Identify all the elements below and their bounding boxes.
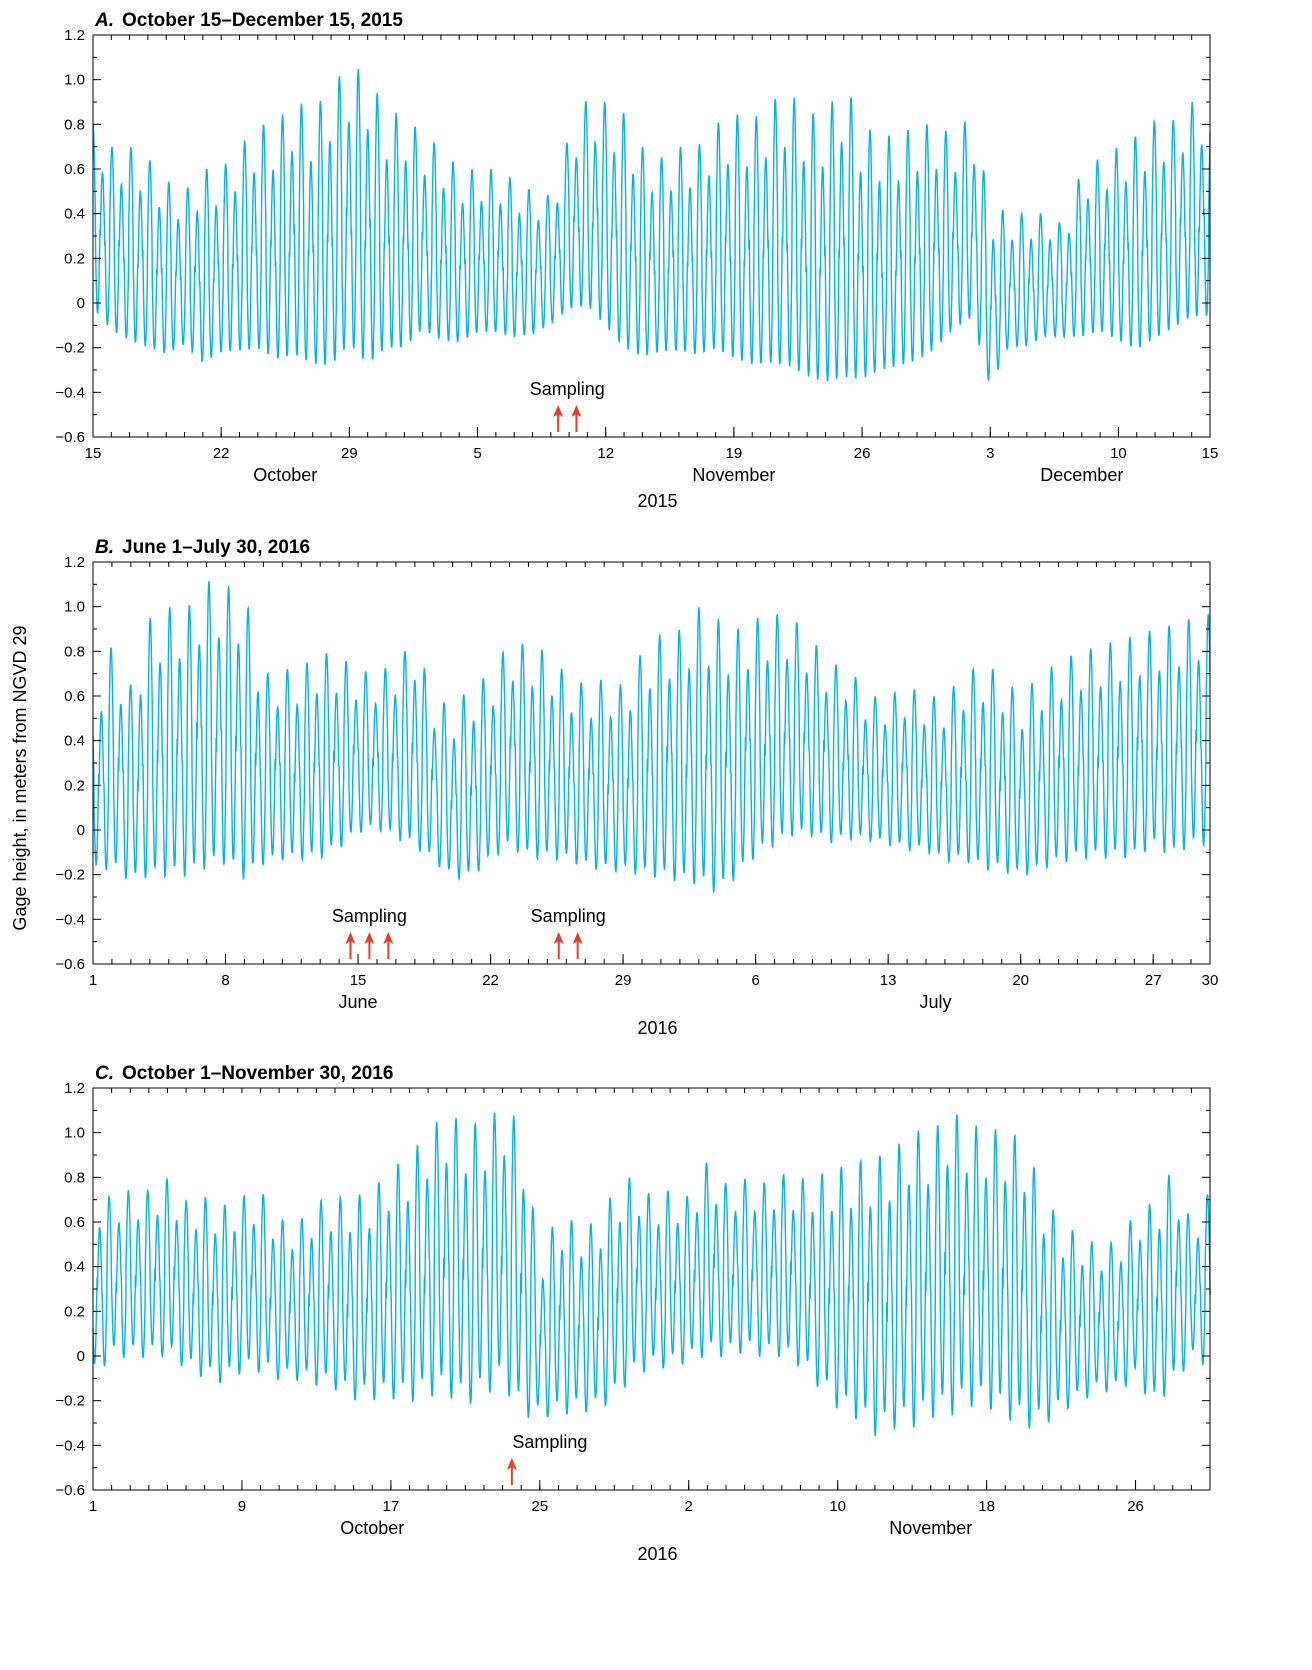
- year-label: 2016: [637, 1544, 677, 1564]
- x-tick-label: 5: [473, 445, 481, 462]
- x-tick-label: 17: [383, 1498, 400, 1515]
- y-tick-label: −0.4: [55, 384, 85, 401]
- panel-title-text: June 1–July 30, 2016: [122, 537, 310, 558]
- x-tick-label: 1: [89, 972, 97, 989]
- sampling-label: Sampling: [332, 906, 407, 926]
- y-tick-label: 0.2: [64, 777, 85, 794]
- y-tick-label: −0.4: [55, 1437, 85, 1454]
- y-tick-label: 1.0: [64, 599, 85, 616]
- y-tick-label: 0.6: [64, 1214, 85, 1231]
- y-tick-label: 0.8: [64, 643, 85, 660]
- y-tick-label: −0.2: [55, 867, 85, 884]
- x-tick-label: 29: [341, 445, 358, 462]
- sampling-arrow-icon: [345, 932, 356, 959]
- x-tick-label: 26: [854, 445, 871, 462]
- month-label: October: [253, 465, 317, 485]
- month-label: July: [919, 992, 951, 1012]
- y-tick-label: 0.2: [64, 250, 85, 267]
- panel-c: C. October 1–November 30, 2016 −0.6 −0.4 −0.…: [55, 1063, 1211, 1564]
- x-tick-label: 2: [685, 1498, 693, 1515]
- x-tick-label: 22: [482, 972, 499, 989]
- month-label: December: [1040, 465, 1123, 485]
- y-tick-label: −0.6: [55, 429, 85, 446]
- y-axis-label: Gage height, in meters from NGVD 29: [10, 625, 30, 930]
- x-tick-label: 15: [1202, 445, 1219, 462]
- sampling-arrow-icon: [383, 932, 394, 959]
- sampling-label: Sampling: [531, 906, 606, 926]
- x-tick-label: 15: [85, 445, 102, 462]
- x-tick-label: 15: [350, 972, 367, 989]
- sampling-label: Sampling: [512, 1432, 587, 1452]
- panel-title: A. October 15–December 15, 2015: [94, 10, 403, 31]
- y-tick-label: −0.4: [55, 911, 85, 928]
- y-tick-label: 0.6: [64, 161, 85, 178]
- sampling-arrow-icon: [506, 1458, 517, 1485]
- y-tick-label: −0.6: [55, 1482, 85, 1499]
- panel-title-text: October 15–December 15, 2015: [122, 10, 403, 31]
- x-tick-label: 25: [531, 1498, 548, 1515]
- panel-title: B. June 1–July 30, 2016: [95, 537, 310, 558]
- y-tick-label: 0: [77, 822, 85, 839]
- x-tick-label: 8: [221, 972, 229, 989]
- x-tick-label: 13: [880, 972, 897, 989]
- x-tick-label: 6: [751, 972, 759, 989]
- sampling-arrow-icon: [553, 405, 564, 432]
- panel-letter: C.: [95, 1063, 114, 1084]
- x-tick-label: 10: [829, 1498, 846, 1515]
- y-tick-label: 0.8: [64, 1169, 85, 1186]
- y-tick-label: 0: [77, 1348, 85, 1365]
- gage-height-series: [92, 581, 1211, 894]
- x-tick-label: 22: [213, 445, 230, 462]
- month-label: November: [692, 465, 775, 485]
- sampling-arrow-icon: [572, 932, 583, 959]
- sampling-arrow-icon: [364, 932, 375, 959]
- x-tick-label: 12: [597, 445, 614, 462]
- x-tick-label: 18: [978, 1498, 995, 1515]
- month-label: June: [339, 992, 378, 1012]
- panel-b: B. June 1–July 30, 2016 −0.6 −0.4 −0.2 0 0.2 0.…: [55, 537, 1218, 1038]
- y-tick-label: 0.6: [64, 688, 85, 705]
- y-tick-label: 0: [77, 295, 85, 312]
- y-tick-label: 0.2: [64, 1303, 85, 1320]
- x-tick-label: 3: [986, 445, 994, 462]
- x-tick-label: 27: [1145, 972, 1162, 989]
- y-tick-label: −0.2: [55, 1393, 85, 1410]
- panel-a: A. October 15–December 15, 2015 −0.6 −0.4 −0…: [55, 10, 1218, 511]
- y-tick-label: 1.0: [64, 1125, 85, 1142]
- sampling-label: Sampling: [530, 379, 605, 399]
- year-label: 2016: [637, 1018, 677, 1038]
- panel-title-text: October 1–November 30, 2016: [122, 1063, 393, 1084]
- year-label: 2015: [637, 491, 677, 511]
- x-tick-label: 30: [1202, 972, 1219, 989]
- y-tick-label: 0.4: [64, 1259, 85, 1276]
- gage-height-series: [92, 68, 1211, 382]
- x-tick-label: 29: [615, 972, 632, 989]
- x-tick-label: 1: [89, 1498, 97, 1515]
- y-tick-label: −0.2: [55, 340, 85, 357]
- panel-letter: B.: [95, 537, 114, 558]
- x-tick-label: 20: [1012, 972, 1029, 989]
- y-tick-label: 0.4: [64, 733, 85, 750]
- panel-title: C. October 1–November 30, 2016: [95, 1063, 393, 1084]
- panel-letter: A.: [94, 10, 114, 31]
- x-tick-label: 10: [1110, 445, 1127, 462]
- x-tick-label: 19: [726, 445, 743, 462]
- x-tick-label: 26: [1127, 1498, 1144, 1515]
- y-tick-label: −0.6: [55, 956, 85, 973]
- y-tick-label: 1.2: [64, 27, 85, 44]
- y-tick-label: 1.2: [64, 1080, 85, 1097]
- x-tick-label: 9: [238, 1498, 246, 1515]
- y-tick-label: 0.8: [64, 116, 85, 133]
- y-tick-label: 1.2: [64, 554, 85, 571]
- month-label: November: [889, 1518, 972, 1538]
- y-tick-label: 0.4: [64, 206, 85, 223]
- gage-height-series: [92, 1112, 1211, 1437]
- sampling-arrow-icon: [553, 932, 564, 959]
- month-label: October: [340, 1518, 404, 1538]
- y-tick-label: 1.0: [64, 72, 85, 89]
- sampling-arrow-icon: [571, 405, 582, 432]
